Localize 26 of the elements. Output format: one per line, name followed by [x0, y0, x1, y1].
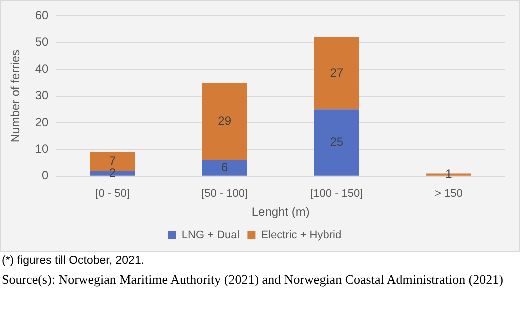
y-tick-label: 60 [35, 8, 50, 23]
x-tick-label: [0 - 50] [96, 188, 130, 200]
legend-label: Electric + Hybrid [261, 230, 342, 242]
x-tick-label: > 150 [435, 188, 463, 200]
x-tick-label: [100 - 150] [310, 188, 364, 200]
y-tick-label: 30 [35, 88, 50, 103]
source-note: Source(s): Norwegian Maritime Authority (2021) and Norwegian Coastal Administration (2021) [2, 272, 504, 289]
y-tick-label: 10 [35, 142, 50, 156]
data-label: 25 [330, 135, 344, 150]
legend-label: LNG + Dual [182, 230, 240, 242]
bar [314, 38, 360, 110]
x-axis-title: Lenght (m) [252, 205, 310, 220]
y-tick-label: 20 [35, 115, 50, 130]
bar [314, 110, 360, 176]
y-tick-label: 50 [35, 35, 50, 50]
data-label: 29 [218, 114, 232, 128]
text: (*) figures till October, 2021. [2, 254, 146, 269]
data-label: 7 [109, 154, 116, 168]
data-label: 6 [222, 160, 228, 174]
data-label: 27 [330, 66, 344, 80]
y-tick-label: 0 [42, 168, 50, 183]
y-tick-label: 40 [35, 62, 50, 76]
x-tick-label: [50 - 100] [202, 188, 248, 200]
bar [202, 160, 248, 176]
bar [202, 82, 248, 160]
y-axis-title: Number of ferries [8, 50, 23, 143]
